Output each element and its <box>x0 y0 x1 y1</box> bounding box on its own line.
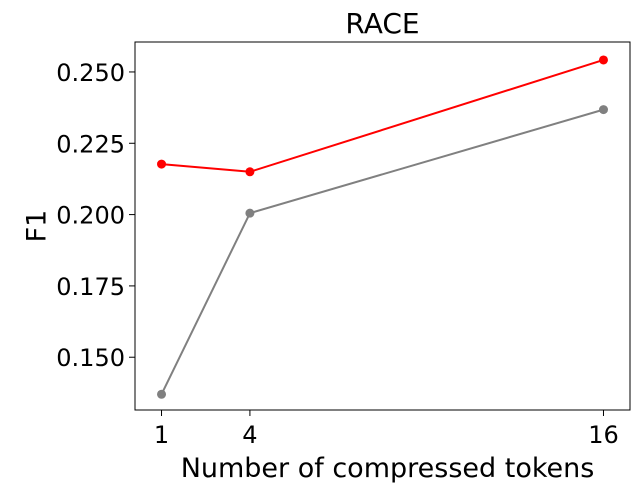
x-axis: 1 4 16 <box>154 410 619 449</box>
y-axis: 0.150 0.175 0.200 0.225 0.250 <box>56 59 135 372</box>
y-tick-label: 0.200 <box>56 202 125 230</box>
data-point <box>598 55 608 65</box>
x-tick-label: 4 <box>242 421 257 449</box>
data-point <box>245 208 255 218</box>
chart-title: RACE <box>345 7 419 40</box>
x-tick-label: 16 <box>588 421 619 449</box>
series-line-1 <box>161 59 604 173</box>
data-point <box>598 105 608 115</box>
y-tick-label: 0.225 <box>56 130 125 158</box>
plot-frame <box>134 41 631 411</box>
y-tick-label: 0.250 <box>56 59 125 87</box>
x-axis-title: Number of compressed tokens <box>181 453 595 484</box>
y-tick-label: 0.150 <box>56 344 125 372</box>
data-point <box>245 167 255 177</box>
y-axis-title: F1 <box>21 210 52 243</box>
y-tick-label: 0.175 <box>56 273 125 301</box>
series-layer <box>157 55 608 399</box>
x-tick-label: 1 <box>154 421 169 449</box>
data-point <box>157 389 167 399</box>
data-point <box>157 159 167 169</box>
series-line-2 <box>160 108 604 395</box>
